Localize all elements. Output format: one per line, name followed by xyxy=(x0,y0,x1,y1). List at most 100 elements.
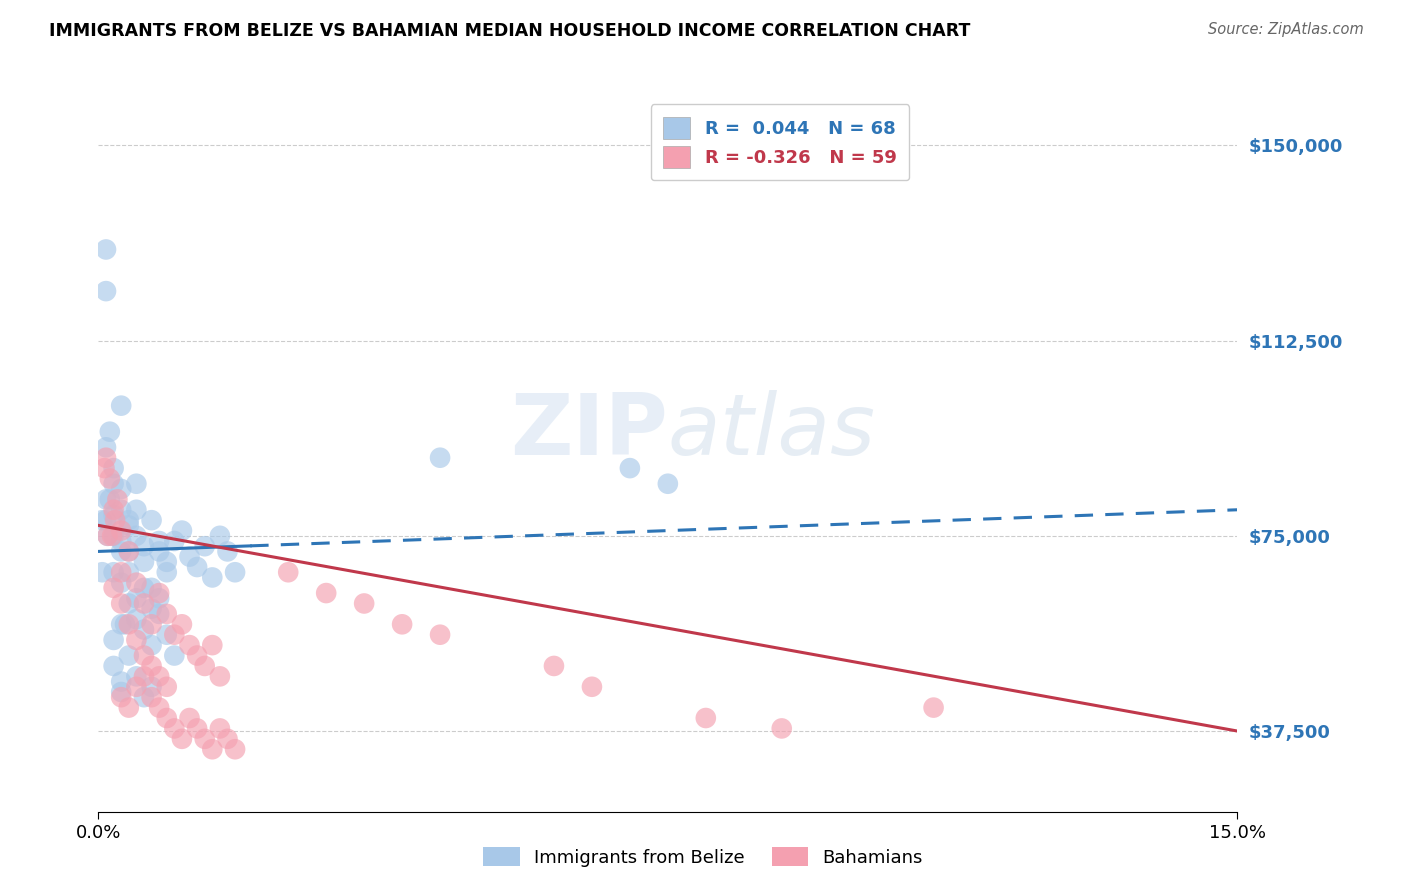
Point xyxy=(224,742,246,756)
Point xyxy=(141,659,163,673)
Point xyxy=(125,612,148,626)
Point xyxy=(581,680,603,694)
Point xyxy=(619,461,641,475)
Point xyxy=(156,555,179,569)
Point xyxy=(107,492,129,507)
Point xyxy=(125,529,148,543)
Point xyxy=(148,669,170,683)
Point xyxy=(141,638,163,652)
Point xyxy=(118,544,141,558)
Point xyxy=(208,722,231,736)
Point xyxy=(201,570,224,584)
Point xyxy=(163,648,186,663)
Point xyxy=(103,632,125,647)
Point xyxy=(93,461,115,475)
Point xyxy=(170,524,193,538)
Point xyxy=(163,628,186,642)
Point xyxy=(110,524,132,538)
Text: atlas: atlas xyxy=(668,390,876,473)
Point xyxy=(110,685,132,699)
Point xyxy=(132,555,155,569)
Point xyxy=(94,440,117,454)
Point xyxy=(110,690,132,705)
Point xyxy=(91,566,114,580)
Point xyxy=(125,575,148,590)
Point xyxy=(148,586,170,600)
Point xyxy=(110,502,132,516)
Text: Source: ZipAtlas.com: Source: ZipAtlas.com xyxy=(1208,22,1364,37)
Point xyxy=(179,549,201,564)
Point xyxy=(208,669,231,683)
Point xyxy=(141,513,163,527)
Point xyxy=(110,617,132,632)
Point xyxy=(104,513,127,527)
Point xyxy=(132,597,155,611)
Point xyxy=(110,399,132,413)
Point xyxy=(118,518,141,533)
Point xyxy=(170,731,193,746)
Point xyxy=(94,243,117,257)
Point xyxy=(98,425,121,439)
Point xyxy=(114,617,136,632)
Point xyxy=(98,492,121,507)
Text: ZIP: ZIP xyxy=(510,390,668,473)
Point xyxy=(156,711,179,725)
Point xyxy=(156,607,179,621)
Point xyxy=(94,284,117,298)
Point xyxy=(103,508,125,522)
Point xyxy=(429,450,451,465)
Point xyxy=(148,534,170,549)
Point xyxy=(94,492,117,507)
Point xyxy=(141,690,163,705)
Point xyxy=(118,648,141,663)
Point xyxy=(118,513,141,527)
Point xyxy=(163,722,186,736)
Point xyxy=(125,632,148,647)
Point xyxy=(156,680,179,694)
Point xyxy=(110,575,132,590)
Point xyxy=(201,742,224,756)
Point xyxy=(110,674,132,689)
Point xyxy=(103,529,125,543)
Point xyxy=(156,628,179,642)
Point xyxy=(132,581,155,595)
Point xyxy=(141,601,163,615)
Point xyxy=(132,690,155,705)
Point xyxy=(132,623,155,637)
Point xyxy=(91,513,114,527)
Point xyxy=(110,534,132,549)
Point xyxy=(141,581,163,595)
Point xyxy=(132,669,155,683)
Point xyxy=(391,617,413,632)
Point xyxy=(132,648,155,663)
Point xyxy=(543,659,565,673)
Point xyxy=(148,700,170,714)
Point xyxy=(224,566,246,580)
Point xyxy=(141,617,163,632)
Point xyxy=(110,482,132,496)
Point xyxy=(103,581,125,595)
Point xyxy=(186,648,208,663)
Point xyxy=(148,591,170,606)
Point xyxy=(110,544,132,558)
Point xyxy=(132,539,155,553)
Point xyxy=(103,502,125,516)
Point xyxy=(96,529,118,543)
Point xyxy=(695,711,717,725)
Point xyxy=(96,529,118,543)
Point xyxy=(103,461,125,475)
Point xyxy=(179,711,201,725)
Point xyxy=(148,607,170,621)
Point xyxy=(217,544,239,558)
Point xyxy=(217,731,239,746)
Point xyxy=(315,586,337,600)
Point xyxy=(110,597,132,611)
Point xyxy=(141,680,163,694)
Point xyxy=(103,566,125,580)
Point xyxy=(194,539,217,553)
Point xyxy=(156,566,179,580)
Point xyxy=(118,700,141,714)
Point xyxy=(125,502,148,516)
Point xyxy=(201,638,224,652)
Point xyxy=(103,476,125,491)
